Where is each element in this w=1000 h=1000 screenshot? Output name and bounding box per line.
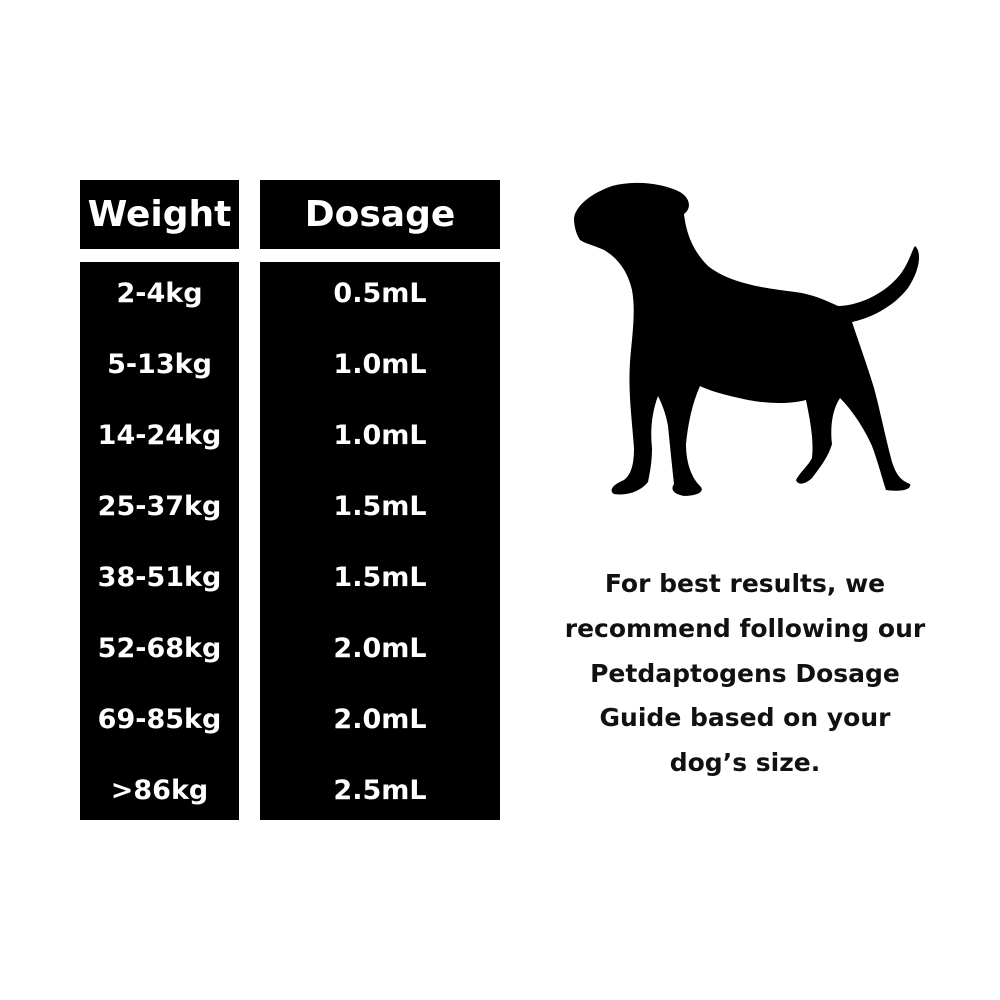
- weight-cell: 38-51kg: [97, 562, 222, 593]
- dosage-cell: 1.0mL: [333, 349, 427, 380]
- dosage-column: 0.5mL 1.0mL 1.0mL 1.5mL 1.5mL 2.0mL 2.0mL 2.5mL: [260, 262, 500, 820]
- dosage-cell: 1.0mL: [333, 420, 427, 451]
- dosage-header: Dosage: [260, 180, 500, 249]
- dosage-cell: 2.0mL: [333, 633, 427, 664]
- dosage-cell: 0.5mL: [333, 278, 427, 309]
- note-line: recommend following our: [564, 613, 926, 643]
- dosage-guide-note: For best results, we recommend following…: [545, 562, 945, 786]
- weight-cell: 25-37kg: [97, 491, 222, 522]
- dosage-cell: 1.5mL: [333, 491, 427, 522]
- weight-column: 2-4kg 5-13kg 14-24kg 25-37kg 38-51kg 52-68kg 6…: [80, 262, 239, 820]
- weight-cell: >86kg: [110, 775, 209, 806]
- note-line: Petdaptogens Dosage: [590, 658, 900, 688]
- dosage-cell: 2.0mL: [333, 704, 427, 735]
- weight-header: Weight: [80, 180, 239, 249]
- weight-cell: 52-68kg: [97, 633, 222, 664]
- note-line: dog’s size.: [669, 748, 821, 778]
- note-line: For best results, we: [604, 569, 886, 598]
- note-line: Guide based on your: [599, 703, 891, 733]
- weight-cell: 5-13kg: [107, 349, 212, 380]
- dosage-cell: 1.5mL: [333, 562, 427, 593]
- weight-cell: 14-24kg: [97, 420, 222, 451]
- dog-silhouette-icon: [574, 182, 920, 496]
- weight-cell: 2-4kg: [116, 278, 203, 309]
- weight-cell: 69-85kg: [97, 704, 222, 735]
- dosage-cell: 2.5mL: [333, 775, 427, 806]
